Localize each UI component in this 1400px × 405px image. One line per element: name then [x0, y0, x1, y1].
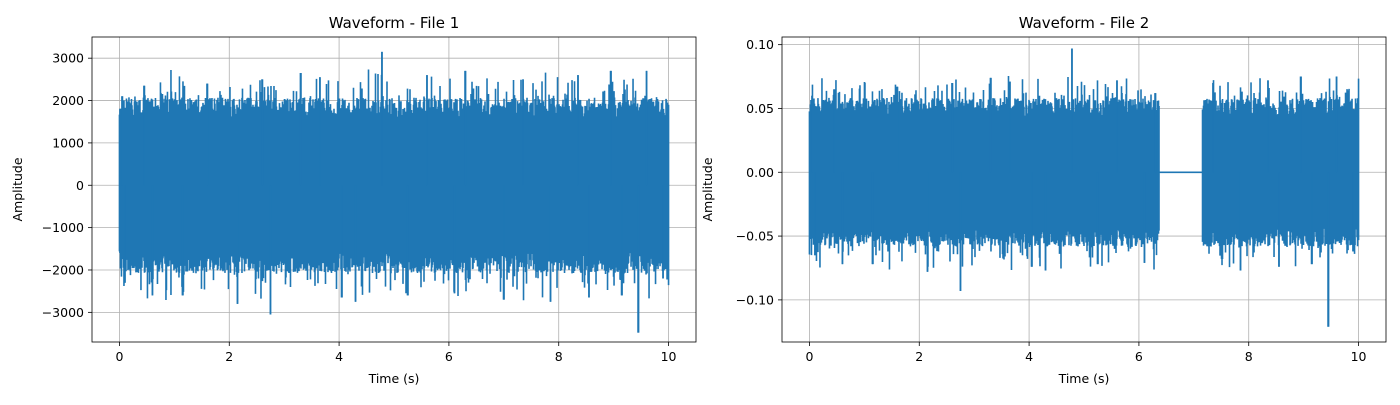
x-tick-label: 2 [225, 349, 233, 364]
chart-title: Waveform - File 1 [329, 14, 460, 32]
tick-marks [778, 44, 1359, 346]
x-tick-label: 4 [1025, 349, 1033, 364]
waveform-line [118, 51, 670, 333]
x-axis-label: Time (s) [1058, 371, 1110, 386]
y-tick-label: −0.05 [736, 229, 774, 244]
y-tick-label: 2000 [52, 93, 84, 108]
chart-waveform-file-1: Waveform - File 1 Time (s) Amplitude 0 2 4… [10, 14, 697, 386]
y-axis-label: Amplitude [700, 157, 715, 221]
chart-title: Waveform - File 2 [1019, 14, 1150, 32]
waveform-series [808, 48, 1360, 327]
x-tick-label: 4 [335, 349, 343, 364]
x-tick-label: 10 [1351, 349, 1367, 364]
y-axis-label: Amplitude [10, 157, 25, 221]
y-tick-label: 0.10 [746, 37, 774, 52]
y-tick-label: 0 [76, 178, 84, 193]
x-tick-label: 0 [805, 349, 813, 364]
x-tick-label: 10 [661, 349, 677, 364]
waveform-line [808, 48, 1360, 327]
x-tick-label: 2 [915, 349, 923, 364]
chart-waveform-file-2: Waveform - File 2 Time (s) Amplitude 0 2 4… [700, 14, 1387, 386]
x-axis-label: Time (s) [368, 371, 420, 386]
x-tick-label: 0 [115, 349, 123, 364]
waveform-series [118, 51, 670, 333]
tick-marks [88, 57, 669, 346]
y-tick-label: 0.05 [746, 101, 774, 116]
y-tick-label: 1000 [52, 135, 84, 150]
y-tick-label: −1000 [42, 220, 84, 235]
y-tick-label: −0.10 [736, 292, 774, 307]
axes-frame [91, 36, 697, 343]
axes-frame [781, 36, 1387, 343]
y-tick-label: 3000 [52, 51, 84, 66]
x-tick-label: 8 [1245, 349, 1253, 364]
y-tick-label: −2000 [42, 262, 84, 277]
x-tick-label: 6 [1135, 349, 1143, 364]
y-tick-label: 0.00 [746, 165, 774, 180]
y-tick-label: −3000 [42, 305, 84, 320]
x-tick-label: 6 [445, 349, 453, 364]
x-tick-label: 8 [555, 349, 563, 364]
